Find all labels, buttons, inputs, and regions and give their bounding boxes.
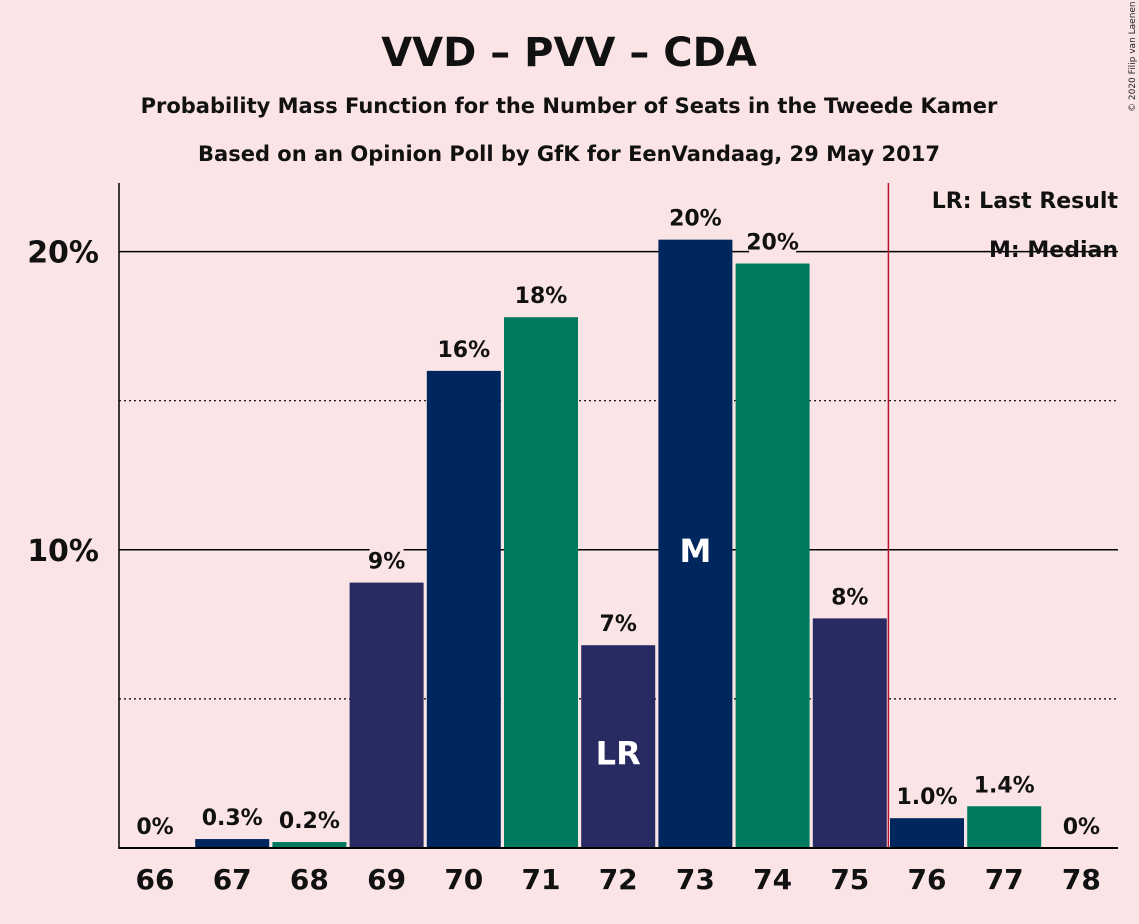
bar-75 (812, 618, 887, 848)
bars-group (195, 239, 1042, 849)
x-tick-70: 70 (444, 863, 483, 896)
y-tick-label: 20% (27, 236, 99, 271)
bar-67 (195, 839, 270, 848)
y-tick-labels: 10% 20% (27, 236, 99, 569)
x-tick-72: 72 (599, 863, 638, 896)
last-result-marker: LR (596, 735, 641, 773)
x-tick-71: 71 (522, 863, 561, 896)
data-label-76: 1.0% (896, 785, 957, 810)
legend-median: M: Median (989, 238, 1118, 263)
data-label-backdrop (671, 204, 719, 232)
data-label-backdrop (279, 807, 340, 835)
data-label-71: 18% (515, 284, 568, 309)
x-tick-74: 74 (753, 863, 792, 896)
data-label-74: 20% (746, 231, 799, 256)
x-tick-68: 68 (290, 863, 329, 896)
data-label-backdrop (974, 771, 1035, 799)
bar-74 (735, 263, 810, 848)
data-label-backdrop (440, 335, 488, 363)
data-label-backdrop (1064, 813, 1099, 840)
data-labels-group: 0% 0.3% 0.2% 9% 16% 18% 7% LR 20% M 20% 8% 1.0% 1.4% 0… (136, 183, 1100, 848)
bar-76 (890, 818, 964, 848)
data-label-67: 0.3% (202, 806, 263, 831)
bar-77 (967, 806, 1042, 848)
x-tick-labels: 66 67 68 69 70 71 72 73 74 75 76 77 78 (136, 863, 1101, 896)
data-label-backdrop (138, 813, 172, 840)
data-label-69: 9% (368, 550, 405, 575)
data-label-78: 0% (1063, 815, 1100, 840)
data-label-66: 0% (136, 815, 173, 840)
chart-title: VVD – PVV – CDA (381, 30, 757, 76)
data-label-68: 0.2% (279, 809, 340, 834)
bar-68 (272, 842, 347, 848)
data-label-73: 20% (669, 207, 722, 232)
x-tick-67: 67 (213, 863, 252, 896)
data-label-backdrop (749, 228, 797, 256)
x-tick-75: 75 (830, 863, 869, 896)
median-marker: M (679, 532, 711, 570)
data-label-75: 8% (831, 585, 868, 610)
bar-73 (658, 239, 733, 849)
bar-69 (349, 582, 424, 848)
chart-subtitle-2: Based on an Opinion Poll by GfK for EenV… (198, 142, 940, 166)
bar-71 (504, 317, 578, 848)
x-tick-76: 76 (908, 863, 947, 896)
data-label-backdrop (369, 547, 404, 575)
data-label-backdrop (832, 583, 867, 611)
data-label-77: 1.4% (974, 773, 1035, 798)
data-label-backdrop (517, 282, 565, 310)
chart-subtitle-1: Probability Mass Function for the Number… (141, 94, 998, 118)
data-label-72: 7% (600, 612, 637, 637)
x-tick-77: 77 (985, 863, 1024, 896)
copyright-notice: © 2020 Filip van Laenen (1128, 1, 1138, 112)
data-label-backdrop (897, 783, 957, 811)
gridlines (119, 250, 1118, 700)
x-tick-66: 66 (136, 863, 175, 896)
bar-72 (581, 645, 656, 848)
data-label-backdrop (202, 804, 263, 832)
y-tick-label: 10% (27, 534, 99, 569)
bar-70 (426, 370, 501, 848)
x-tick-69: 69 (367, 863, 406, 896)
data-label-backdrop (601, 610, 636, 638)
legend-last-result: LR: Last Result (932, 189, 1119, 214)
data-label-70: 16% (437, 338, 490, 363)
x-tick-78: 78 (1062, 863, 1101, 896)
x-tick-73: 73 (676, 863, 715, 896)
